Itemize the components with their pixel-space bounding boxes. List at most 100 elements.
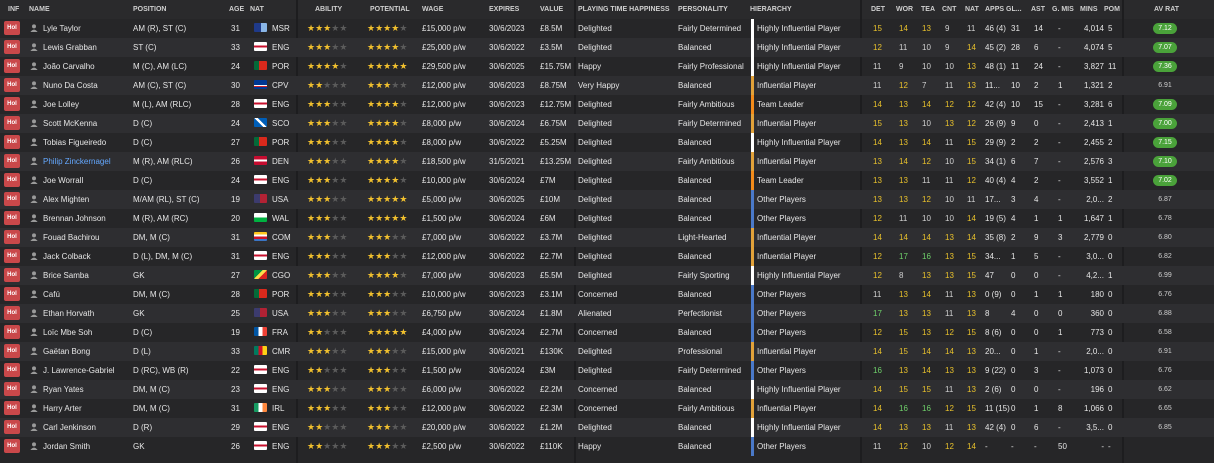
player-name[interactable]: Ryan Yates bbox=[43, 385, 84, 394]
inf-badge[interactable]: Hol bbox=[4, 287, 20, 301]
player-name[interactable]: Joe Worrall bbox=[43, 176, 84, 185]
player-name[interactable]: Brennan Johnson bbox=[43, 214, 106, 223]
inf-badge[interactable]: Hol bbox=[4, 344, 20, 358]
player-name[interactable]: Lewis Grabban bbox=[43, 43, 97, 52]
header-ability[interactable]: ABILITY bbox=[315, 6, 343, 13]
inf-badge[interactable]: Hol bbox=[4, 230, 20, 244]
table-row[interactable]: Hol Fouad Bachirou DM, M (C) 31 COM ★★★★… bbox=[0, 228, 1214, 247]
table-row[interactable]: Hol Jack Colback D (L), DM, M (C) 31 ENG… bbox=[0, 247, 1214, 266]
player-name[interactable]: Lyle Taylor bbox=[43, 24, 81, 33]
header-expires[interactable]: EXPIRES bbox=[489, 6, 520, 13]
player-name[interactable]: Alex Mighten bbox=[43, 195, 90, 204]
value: £130K bbox=[540, 347, 564, 356]
player-name[interactable]: Harry Arter bbox=[43, 404, 82, 413]
table-row[interactable]: Hol Gaëtan Bong D (L) 33 CMR ★★★★★ ★★★★★… bbox=[0, 342, 1214, 361]
inf-badge[interactable]: Hol bbox=[4, 192, 20, 206]
player-name[interactable]: Cafú bbox=[43, 290, 60, 299]
header-pom[interactable]: POM bbox=[1104, 6, 1120, 13]
inf-badge[interactable]: Hol bbox=[4, 173, 20, 187]
header-potential[interactable]: POTENTIAL bbox=[370, 6, 410, 13]
header-position[interactable]: POSITION bbox=[133, 6, 167, 13]
player-name[interactable]: Brice Samba bbox=[43, 271, 89, 280]
inf-badge[interactable]: Hol bbox=[4, 401, 20, 415]
pom-value: 6 bbox=[1108, 100, 1113, 109]
inf-badge[interactable]: Hol bbox=[4, 439, 20, 453]
inf-badge[interactable]: Hol bbox=[4, 116, 20, 130]
header-inf[interactable]: INF bbox=[8, 6, 20, 13]
inf-badge[interactable]: Hol bbox=[4, 363, 20, 377]
header-det[interactable]: DET bbox=[871, 6, 885, 13]
header-nat2[interactable]: NAT bbox=[965, 6, 979, 13]
player-name[interactable]: Carl Jenkinson bbox=[43, 423, 96, 432]
player-name[interactable]: Nuno Da Costa bbox=[43, 81, 98, 90]
player-name[interactable]: Scott McKenna bbox=[43, 119, 98, 128]
header-tea[interactable]: TEA bbox=[921, 6, 935, 13]
player-name[interactable]: Fouad Bachirou bbox=[43, 233, 100, 242]
table-row[interactable]: Hol Tobias Figueiredo D (C) 27 POR ★★★★★… bbox=[0, 133, 1214, 152]
header-hierarchy[interactable]: HIERARCHY bbox=[750, 6, 792, 13]
header-apps[interactable]: APPS bbox=[985, 6, 1005, 13]
inf-badge[interactable]: Hol bbox=[4, 154, 20, 168]
table-row[interactable]: Hol Lyle Taylor AM (R), ST (C) 31 MSR ★★… bbox=[0, 19, 1214, 38]
table-row[interactable]: Hol Joe Worrall D (C) 24 ENG ★★★★★ ★★★★★… bbox=[0, 171, 1214, 190]
header-age[interactable]: AGE bbox=[229, 6, 245, 13]
table-row[interactable]: Hol Harry Arter DM, M (C) 31 IRL ★★★★★ ★… bbox=[0, 399, 1214, 418]
inf-badge[interactable]: Hol bbox=[4, 211, 20, 225]
inf-badge[interactable]: Hol bbox=[4, 249, 20, 263]
player-name[interactable]: Jordan Smith bbox=[43, 442, 91, 451]
header-playing-time[interactable]: PLAYING TIME HAPPINESS bbox=[578, 6, 670, 13]
inf-badge[interactable]: Hol bbox=[4, 325, 20, 339]
table-row[interactable]: Hol Cafú DM, M (C) 28 POR ★★★★★ ★★★★★ £1… bbox=[0, 285, 1214, 304]
player-name[interactable]: J. Lawrence-Gabriel bbox=[43, 366, 115, 375]
header-ast[interactable]: AST bbox=[1031, 6, 1045, 13]
header-gls[interactable]: GL... bbox=[1006, 6, 1022, 13]
player-name[interactable]: Gaëtan Bong bbox=[43, 347, 91, 356]
inf-badge[interactable]: Hol bbox=[4, 268, 20, 282]
table-row[interactable]: Hol Joe Lolley M (L), AM (RLC) 28 ENG ★★… bbox=[0, 95, 1214, 114]
playing-time-happiness: Delighted bbox=[578, 119, 612, 128]
header-cnt[interactable]: CNT bbox=[942, 6, 957, 13]
table-row[interactable]: Hol Brice Samba GK 27 CGO ★★★★★ ★★★★★ £7… bbox=[0, 266, 1214, 285]
inf-badge[interactable]: Hol bbox=[4, 382, 20, 396]
header-name[interactable]: NAME bbox=[29, 6, 50, 13]
table-row[interactable]: Hol Brennan Johnson M (R), AM (RC) 20 WA… bbox=[0, 209, 1214, 228]
inf-badge[interactable]: Hol bbox=[4, 21, 20, 35]
inf-badge[interactable]: Hol bbox=[4, 97, 20, 111]
goals-value: 6 bbox=[1011, 157, 1016, 166]
header-avrat[interactable]: AV RAT bbox=[1154, 6, 1180, 13]
header-personality[interactable]: PERSONALITY bbox=[678, 6, 728, 13]
header-gmis[interactable]: G. MIS bbox=[1052, 6, 1074, 13]
table-row[interactable]: Hol J. Lawrence-Gabriel D (RC), WB (R) 2… bbox=[0, 361, 1214, 380]
player-name[interactable]: Tobias Figueiredo bbox=[43, 138, 107, 147]
table-row[interactable]: Hol Scott McKenna D (C) 24 SCO ★★★★★ ★★★… bbox=[0, 114, 1214, 133]
header-mins[interactable]: MINS bbox=[1080, 6, 1098, 13]
table-row[interactable]: Hol Carl Jenkinson D (R) 29 ENG ★★★★★ ★★… bbox=[0, 418, 1214, 437]
wage: £10,000 p/w bbox=[422, 290, 466, 299]
header-nat[interactable]: NAT bbox=[250, 6, 264, 13]
table-row[interactable]: Hol João Carvalho M (C), AM (LC) 24 POR … bbox=[0, 57, 1214, 76]
table-row[interactable]: Hol Ethan Horvath GK 25 USA ★★★★★ ★★★★★ … bbox=[0, 304, 1214, 323]
player-name[interactable]: Joe Lolley bbox=[43, 100, 80, 109]
table-row[interactable]: Hol Loïc Mbe Soh D (C) 19 FRA ★★★★★ ★★★★… bbox=[0, 323, 1214, 342]
inf-badge[interactable]: Hol bbox=[4, 78, 20, 92]
table-row[interactable]: Hol Jordan Smith GK 26 ENG ★★★★★ ★★★★★ £… bbox=[0, 437, 1214, 456]
player-name[interactable]: Loïc Mbe Soh bbox=[43, 328, 93, 337]
header-value[interactable]: VALUE bbox=[540, 6, 564, 13]
inf-badge[interactable]: Hol bbox=[4, 40, 20, 54]
player-name[interactable]: Jack Colback bbox=[43, 252, 91, 261]
table-row[interactable]: Hol Lewis Grabban ST (C) 33 ENG ★★★★★ ★★… bbox=[0, 38, 1214, 57]
table-row[interactable]: Hol Philip Zinckernagel M (R), AM (RLC) … bbox=[0, 152, 1214, 171]
table-row[interactable]: Hol Nuno Da Costa AM (C), ST (C) 30 CPV … bbox=[0, 76, 1214, 95]
inf-badge[interactable]: Hol bbox=[4, 420, 20, 434]
player-name[interactable]: Ethan Horvath bbox=[43, 309, 95, 318]
player-name[interactable]: João Carvalho bbox=[43, 62, 95, 71]
header-wage[interactable]: WAGE bbox=[422, 6, 444, 13]
inf-badge[interactable]: Hol bbox=[4, 135, 20, 149]
header-wor[interactable]: WOR bbox=[896, 6, 914, 13]
inf-badge[interactable]: Hol bbox=[4, 306, 20, 320]
inf-badge[interactable]: Hol bbox=[4, 59, 20, 73]
player-name[interactable]: Philip Zinckernagel bbox=[43, 157, 111, 166]
star-empty-icon: ★ bbox=[339, 346, 348, 356]
table-row[interactable]: Hol Alex Mighten M/AM (RL), ST (C) 19 US… bbox=[0, 190, 1214, 209]
table-row[interactable]: Hol Ryan Yates DM, M (C) 23 ENG ★★★★★ ★★… bbox=[0, 380, 1214, 399]
